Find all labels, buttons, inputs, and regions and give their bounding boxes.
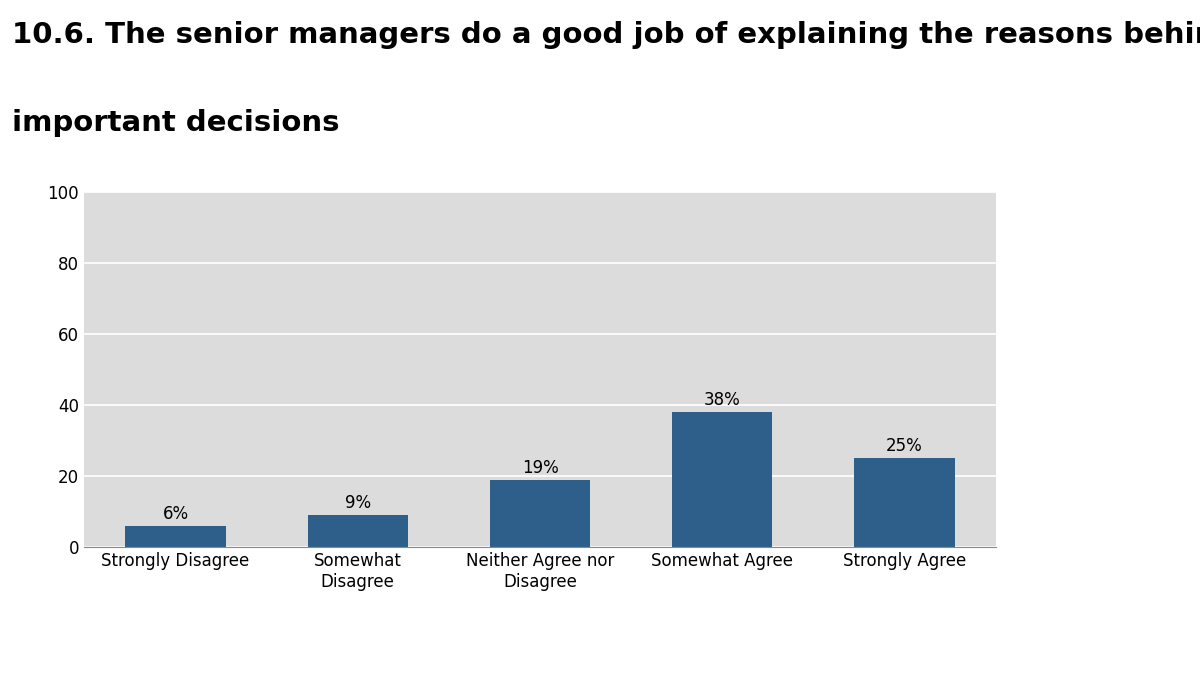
Bar	[854, 458, 954, 547]
Bar	[672, 412, 773, 547]
Bar	[126, 526, 226, 547]
Text: 19%: 19%	[522, 459, 558, 477]
Bar	[307, 515, 408, 547]
Text: 6%: 6%	[162, 505, 188, 523]
Text: 38%: 38%	[704, 391, 740, 409]
Bar	[490, 479, 590, 547]
Text: important decisions: important decisions	[12, 109, 340, 137]
Text: 10.6. The senior managers do a good job of explaining the reasons behind: 10.6. The senior managers do a good job …	[12, 21, 1200, 49]
Text: 9%: 9%	[344, 495, 371, 512]
Text: 25%: 25%	[886, 438, 923, 456]
